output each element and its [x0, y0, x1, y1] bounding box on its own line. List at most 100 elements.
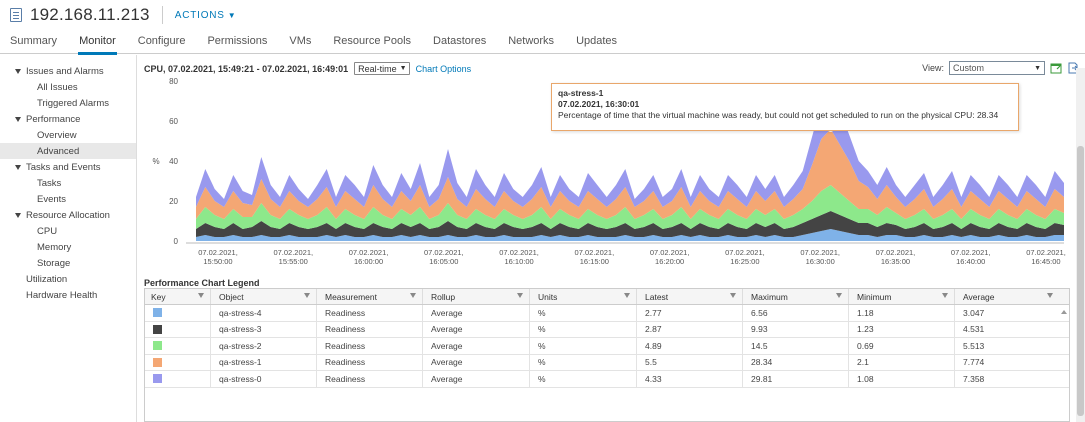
caret-down-icon[interactable]	[15, 116, 21, 122]
interval-value: Real-time	[358, 63, 397, 74]
y-tick-label: 80	[169, 77, 178, 86]
save-view-icon[interactable]	[1050, 62, 1062, 74]
x-tick-label: 16:25:00	[730, 257, 759, 266]
cell-units: %	[530, 371, 637, 387]
tab-networks[interactable]: Networks	[508, 35, 555, 47]
cell-average: 4.531	[963, 324, 985, 335]
sidebar-item-label: Performance	[26, 113, 81, 125]
key-cell	[145, 305, 211, 321]
filter-icon[interactable]	[304, 293, 310, 298]
sidebar-item-cpu[interactable]: CPU	[0, 223, 136, 239]
column-header-units[interactable]: Units	[530, 289, 637, 304]
x-tick-label: 16:15:00	[580, 257, 609, 266]
series-area-qa-stress-4	[196, 229, 1064, 241]
series-area-qa-stress-0	[196, 89, 1064, 207]
sidebar-item-label: Issues and Alarms	[26, 65, 104, 77]
performance-chart[interactable]: 020406080%07.02.2021,15:50:0007.02.2021,…	[138, 75, 1073, 275]
sidebar-item-label: Tasks and Events	[26, 161, 101, 173]
x-tick-label: 07.02.2021,	[876, 248, 916, 257]
table-row[interactable]: qa-stress-1 Readiness Average% 5.5 28.34 2.1 7…	[145, 354, 1069, 371]
sidebar-item-advanced[interactable]: Advanced	[0, 143, 136, 159]
page-scrollbar-thumb[interactable]	[1077, 146, 1084, 416]
tab-vms[interactable]: VMs	[289, 35, 312, 47]
cell-average: 7.774	[963, 357, 985, 368]
caret-down-icon[interactable]	[15, 68, 21, 74]
x-tick-label: 07.02.2021,	[273, 248, 313, 257]
filter-icon[interactable]	[410, 293, 416, 298]
filter-icon[interactable]	[730, 293, 736, 298]
actions-button[interactable]: ACTIONS ▼	[175, 10, 237, 21]
column-header-measurement[interactable]: Measurement	[317, 289, 423, 304]
page-scrollbar[interactable]	[1076, 68, 1085, 422]
interval-select[interactable]: Real-time ▼	[354, 62, 410, 75]
sidebar-item-all-issues[interactable]: All Issues	[0, 79, 136, 95]
page-title: 192.168.11.213	[30, 5, 150, 24]
sidebar-item-utilization[interactable]: Utilization	[0, 271, 136, 287]
performance-panel: CPU, 07.02.2021, 15:49:21 - 07.02.2021, …	[138, 55, 1085, 422]
tab-datastores[interactable]: Datastores	[433, 35, 487, 47]
sidebar-item-label: Tasks	[37, 177, 62, 189]
column-header-object[interactable]: Object	[211, 289, 317, 304]
view-select[interactable]: Custom ▼	[949, 61, 1045, 75]
table-row[interactable]: qa-stress-4 Readiness Average% 2.77 6.56 1.18…	[145, 305, 1069, 322]
y-tick-label: 60	[169, 117, 178, 126]
filter-icon[interactable]	[624, 293, 630, 298]
chevron-down-icon: ▼	[1034, 64, 1041, 72]
x-tick-label: 16:45:00	[1031, 257, 1060, 266]
column-header-maximum[interactable]: Maximum	[743, 289, 849, 304]
x-tick-label: 16:00:00	[354, 257, 383, 266]
sidebar-item-tasks[interactable]: Tasks	[0, 175, 136, 191]
column-header-key[interactable]: Key	[145, 289, 211, 304]
filter-icon[interactable]	[1047, 293, 1053, 298]
column-header-minimum[interactable]: Minimum	[849, 289, 955, 304]
y-tick-label: 20	[169, 197, 178, 206]
cell-measurement: Readiness	[317, 305, 423, 321]
sidebar-item-tasks-and-events[interactable]: Tasks and Events	[0, 159, 136, 175]
column-header-average[interactable]: Average	[955, 289, 1059, 304]
filter-icon[interactable]	[198, 293, 204, 298]
x-tick-label: 16:30:00	[806, 257, 835, 266]
table-row[interactable]: qa-stress-0 Readiness Average% 4.33 29.81 1.0…	[145, 371, 1069, 388]
scroll-up-icon[interactable]	[1061, 310, 1067, 314]
sidebar-item-memory[interactable]: Memory	[0, 239, 136, 255]
sidebar-item-resource-allocation[interactable]: Resource Allocation	[0, 207, 136, 223]
view-value: Custom	[953, 63, 985, 73]
cell-object: qa-stress-2	[211, 338, 317, 354]
caret-down-icon[interactable]	[15, 164, 21, 170]
sidebar-item-events[interactable]: Events	[0, 191, 136, 207]
x-tick-label: 07.02.2021,	[499, 248, 539, 257]
cell-measurement: Readiness	[317, 321, 423, 337]
column-header-label: Key	[151, 291, 166, 302]
tab-monitor[interactable]: Monitor	[78, 32, 117, 55]
sidebar-item-label: Overview	[37, 129, 77, 141]
tab-configure[interactable]: Configure	[137, 35, 186, 47]
sidebar-item-storage[interactable]: Storage	[0, 255, 136, 271]
column-header-rollup[interactable]: Rollup	[423, 289, 530, 304]
tab-resource-pools[interactable]: Resource Pools	[333, 35, 412, 47]
tab-permissions[interactable]: Permissions	[207, 35, 268, 47]
chart-options-link[interactable]: Chart Options	[415, 63, 472, 74]
table-row[interactable]: qa-stress-2 Readiness Average% 4.89 14.5 0.69…	[145, 338, 1069, 355]
color-swatch	[153, 357, 162, 367]
cell-units: %	[530, 321, 637, 337]
x-tick-label: 07.02.2021,	[349, 248, 389, 257]
filter-icon[interactable]	[836, 293, 842, 298]
tab-updates[interactable]: Updates	[576, 35, 618, 47]
cell-minimum: 2.1	[849, 354, 955, 370]
x-tick-label: 07.02.2021,	[424, 248, 464, 257]
sidebar-item-performance[interactable]: Performance	[0, 111, 136, 127]
filter-icon[interactable]	[517, 293, 523, 298]
sidebar-item-overview[interactable]: Overview	[0, 127, 136, 143]
sidebar-item-label: CPU	[37, 225, 58, 237]
column-header-latest[interactable]: Latest	[637, 289, 743, 304]
cell-average: 5.513	[963, 340, 985, 351]
sidebar-item-label: All Issues	[37, 81, 78, 93]
tab-summary[interactable]: Summary	[10, 35, 58, 47]
table-row[interactable]: qa-stress-3 Readiness Average% 2.87 9.93 1.23…	[145, 321, 1069, 338]
filter-icon[interactable]	[942, 293, 948, 298]
sidebar-item-triggered-alarms[interactable]: Triggered Alarms	[0, 95, 136, 111]
caret-down-icon[interactable]	[15, 212, 21, 218]
sidebar-item-issues-and-alarms[interactable]: Issues and Alarms	[0, 63, 136, 79]
sidebar-item-hardware-health[interactable]: Hardware Health	[0, 287, 136, 303]
x-tick-label: 07.02.2021,	[800, 248, 840, 257]
